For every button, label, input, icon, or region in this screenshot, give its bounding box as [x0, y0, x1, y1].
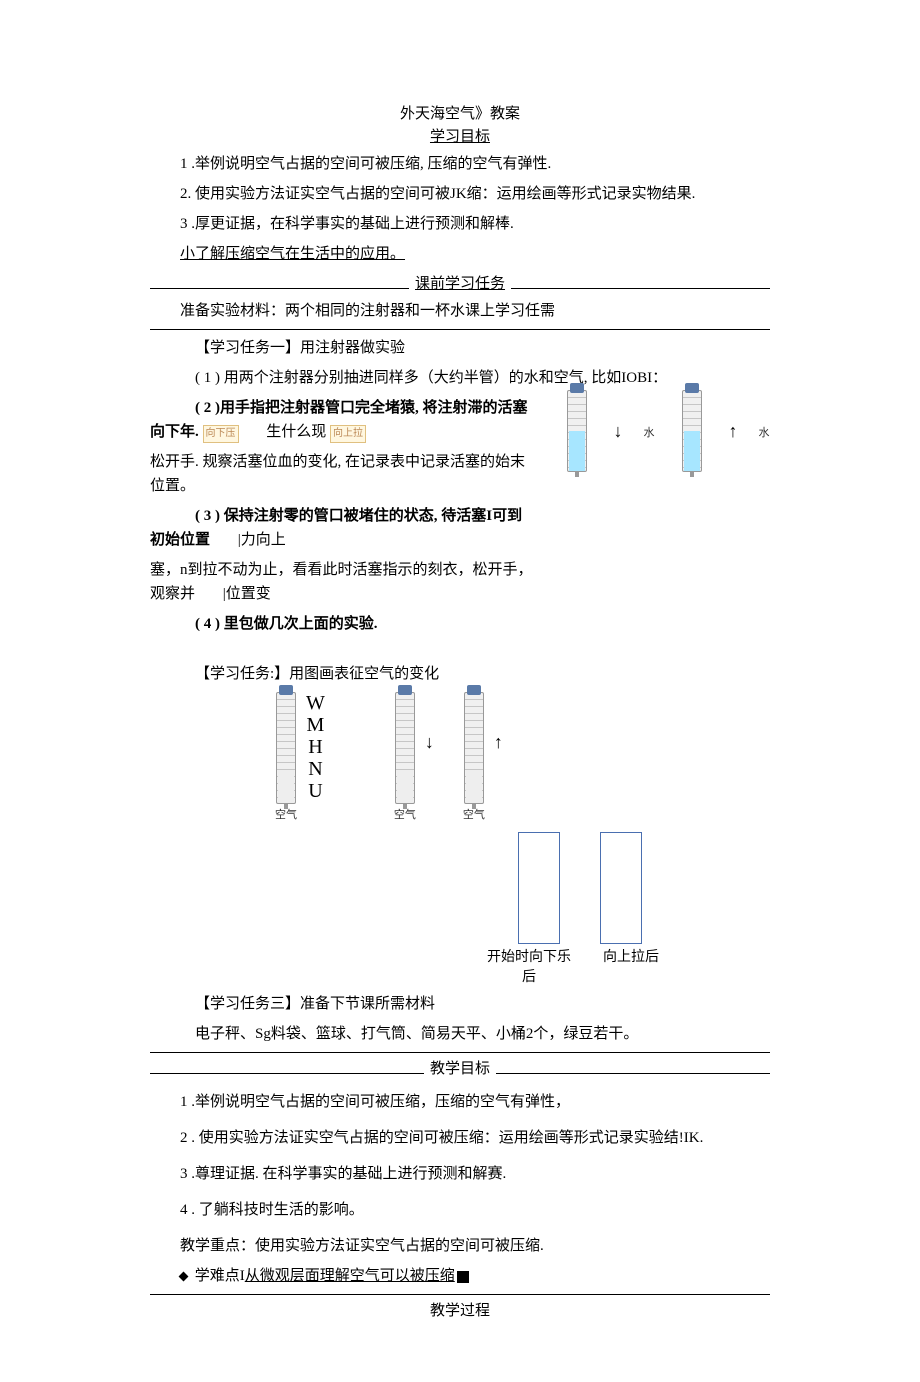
rule-left — [150, 1073, 424, 1074]
vletter: H — [308, 736, 322, 758]
hr-2 — [150, 1052, 770, 1053]
syringe-icon — [395, 692, 415, 804]
section-learning-objectives: 学习目标 — [150, 125, 770, 146]
task1-3-mid: |力向上 — [238, 532, 286, 548]
objective-2: 2. 使用实验方法证实空气占据的空间可被JK缩：运用绘画等形式记录实物结果. — [150, 182, 770, 206]
vertical-letters: W M H N U — [306, 692, 325, 802]
teach-difficulty-line: 学难点I从微观层面理解空气可以被压缩 — [150, 1264, 770, 1288]
task3-body: 电子秤、Sg料袋、篮球、打气筒、简易天平、小桶2个，绿豆若干。 — [150, 1022, 770, 1046]
water-label-1: 水 — [644, 424, 655, 440]
section-process: 教学过程 — [150, 1299, 770, 1320]
rule-right — [511, 288, 770, 289]
arrow-up-icon — [494, 732, 503, 753]
hr-1 — [150, 329, 770, 330]
rule-right — [496, 1073, 770, 1074]
objective-small: 小了解压缩空气在生活中的应用。 — [150, 242, 770, 266]
task1-text-col: ( 2 )用手指把注射器管口完全堵猿, 将注射滞的活塞向下年. 向下压 生什么现… — [150, 396, 534, 686]
syringe-air-2: 空气 — [389, 692, 421, 822]
teach-difficulty-pre: 学难点I — [195, 1268, 245, 1284]
tag-up: 向上拉 — [330, 425, 366, 443]
teach-obj-1: 1 .举例说明空气占据的空间可被压缩，压缩的空气有弹性， — [150, 1090, 770, 1114]
objective-1: 1 .举例说明空气占据的空间可被压缩, 压缩的空气有弹性. — [150, 152, 770, 176]
teach-difficulty-mid: 从微观层面理解空气可以被压缩 — [245, 1268, 455, 1284]
black-box-icon — [457, 1271, 469, 1283]
section-teaching-objectives-head: 教学目标 — [150, 1057, 770, 1078]
task2-head: 【学习任务:】用图画表征空气的变化 — [150, 662, 534, 686]
task1-2b: 松开手. 规察活塞位血的变化, 在记录表中记录活塞的始末位置。 — [150, 450, 534, 498]
syringe-water-up — [676, 390, 708, 472]
figure-rect-row — [270, 832, 890, 944]
tag-down: 向下压 — [203, 425, 239, 443]
section-pre-task-head: 课前学习任务 — [150, 272, 770, 293]
vletter: W — [306, 692, 325, 714]
rect-label-1: 开始时向下乐后 — [484, 946, 574, 986]
arrow-down-icon — [425, 732, 434, 753]
task1-4: ( 4 ) 里包做几次上面的实验. — [150, 612, 534, 636]
task1-3b: 塞，n到拉不动为止，看看此时活塞指示的刻衣，松开手，观察并 — [150, 562, 533, 602]
diamond-icon — [179, 1272, 189, 1282]
vletter: N — [308, 758, 322, 780]
teach-obj-4: 4 . 了躺科技时生活的影响。 — [150, 1198, 770, 1222]
teach-focus: 教学重点：使用实验方法证实空气占据的空间可被压缩. — [150, 1234, 770, 1258]
rect-box-1 — [518, 832, 560, 944]
hr-3 — [150, 1294, 770, 1295]
figure-rect-labels: 开始时向下乐后 向上拉后 — [270, 946, 890, 986]
syringe-water-down — [561, 390, 593, 472]
teach-obj-2: 2 . 使用实验方法证实空气占据的空间可被压缩：运用绘画等形式记录实验结!IK. — [150, 1126, 770, 1150]
vletter: U — [308, 780, 322, 802]
page: 外天海空气》教案 学习目标 1 .举例说明空气占据的空间可被压缩, 压缩的空气有… — [0, 0, 920, 1382]
task1-3-line: ( 3 ) 保持注射零的管口被堵住的状态, 待活塞I可到初始位置 |力向上 — [150, 504, 534, 552]
syringe-icon — [464, 692, 484, 804]
vletter: M — [307, 714, 325, 736]
teach-obj-3: 3 .尊理证据. 在科学事实的基础上进行预测和解赛. — [150, 1162, 770, 1186]
objective-3: 3 .厚更证据，在科学事实的基础上进行预测和解棒. — [150, 212, 770, 236]
section-teaching-objectives: 教学目标 — [424, 1057, 496, 1078]
syringe-air-1: 空气 — [270, 692, 302, 822]
syringe-icon — [276, 692, 296, 804]
rect-box-2 — [600, 832, 642, 944]
syringe-icon — [567, 390, 587, 472]
doc-title: 外天海空气》教案 — [150, 102, 770, 123]
task1-3b-line: 塞，n到拉不动为止，看看此时活塞指示的刻衣，松开手，观察并 |位置变 — [150, 558, 534, 606]
task1-3a: ( 3 ) 保持注射零的管口被堵住的状态, 待活塞I可到初始位置 — [150, 508, 522, 548]
water-label-2: 水 — [759, 424, 770, 440]
figure-water-syringes: 水 水 — [550, 386, 780, 476]
rect-label-2: 向上拉后 — [586, 946, 676, 986]
pre-task-prep: 准备实验材料：两个相同的注射器和一杯水课上学习任需 — [150, 299, 770, 323]
task1-2-line: ( 2 )用手指把注射器管口完全堵猿, 将注射滞的活塞向下年. 向下压 生什么现… — [150, 396, 534, 444]
syringe-icon — [682, 390, 702, 472]
section-pre-task: 课前学习任务 — [409, 272, 511, 293]
water-syringe-row: 水 水 — [550, 390, 780, 472]
task1-row-with-figure: ( 2 )用手指把注射器管口完全堵猿, 将注射滞的活塞向下年. 向下压 生什么现… — [150, 396, 770, 686]
arrow-down-icon — [614, 421, 623, 442]
rule-left — [150, 288, 409, 289]
figure-air-syringes: 空气 W M H N U 空气 空气 — [270, 692, 770, 822]
task1-head: 【学习任务一】用注射器做实验 — [150, 336, 770, 360]
arrow-up-icon — [729, 421, 738, 442]
task1-2-mid: 生什么现 — [266, 424, 326, 440]
task1-3-mid2: |位置变 — [223, 586, 271, 602]
syringe-air-3: 空气 — [458, 692, 490, 822]
task3-head: 【学习任务三】准备下节课所需材料 — [150, 992, 770, 1016]
